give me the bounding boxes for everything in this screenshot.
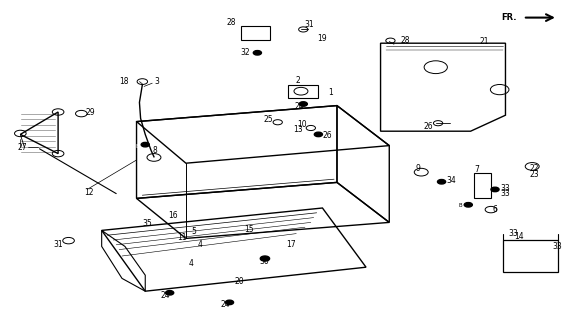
Text: 28: 28 <box>227 18 236 27</box>
Text: 24: 24 <box>295 102 304 111</box>
Text: 13: 13 <box>293 125 303 134</box>
Text: 7: 7 <box>474 165 479 174</box>
Text: 33: 33 <box>501 184 511 193</box>
Circle shape <box>166 291 174 295</box>
Text: 35: 35 <box>142 219 152 228</box>
Text: 15: 15 <box>244 225 254 234</box>
Text: FR.: FR. <box>501 13 517 22</box>
Circle shape <box>314 132 322 137</box>
Text: 2: 2 <box>296 76 300 85</box>
Text: 30: 30 <box>260 257 269 266</box>
Text: B: B <box>458 203 462 208</box>
Text: 24: 24 <box>161 292 170 300</box>
Circle shape <box>141 142 149 147</box>
Text: 25: 25 <box>263 115 273 124</box>
Text: 18: 18 <box>120 77 129 86</box>
Circle shape <box>253 51 261 55</box>
Text: 10: 10 <box>297 120 307 129</box>
Circle shape <box>260 256 270 261</box>
Text: 20: 20 <box>235 277 244 286</box>
Text: 3: 3 <box>154 77 159 86</box>
Text: 32: 32 <box>240 48 250 57</box>
Text: 26: 26 <box>423 122 433 131</box>
Text: 16: 16 <box>168 212 178 220</box>
Text: 22: 22 <box>530 164 539 173</box>
Text: 19: 19 <box>317 34 327 43</box>
Text: 28: 28 <box>401 36 410 44</box>
Text: 5: 5 <box>192 227 196 236</box>
Text: 27: 27 <box>17 143 27 152</box>
Text: 33: 33 <box>508 229 518 238</box>
Text: 1: 1 <box>328 88 333 97</box>
Circle shape <box>437 180 446 184</box>
Text: 33: 33 <box>552 242 562 251</box>
Text: B: B <box>135 144 139 149</box>
Text: 17: 17 <box>286 240 296 249</box>
Circle shape <box>225 300 234 305</box>
Text: 33: 33 <box>501 189 511 198</box>
Circle shape <box>464 203 472 207</box>
Circle shape <box>299 102 307 106</box>
Text: 12: 12 <box>84 188 94 197</box>
Text: 11: 11 <box>177 233 187 242</box>
Text: 26: 26 <box>322 131 332 140</box>
Text: 29: 29 <box>86 108 96 116</box>
Circle shape <box>491 187 499 192</box>
Text: 6: 6 <box>493 205 497 214</box>
Text: 8: 8 <box>152 146 157 155</box>
Text: 9: 9 <box>416 164 421 172</box>
Text: 34: 34 <box>446 176 456 185</box>
Text: 4: 4 <box>189 259 193 268</box>
Text: 31: 31 <box>304 20 314 29</box>
Text: 24: 24 <box>221 300 230 309</box>
Text: 23: 23 <box>530 170 539 179</box>
Text: 14: 14 <box>514 232 524 241</box>
Text: 4: 4 <box>198 240 202 249</box>
Text: 31: 31 <box>53 240 63 249</box>
Text: 21: 21 <box>479 37 489 46</box>
